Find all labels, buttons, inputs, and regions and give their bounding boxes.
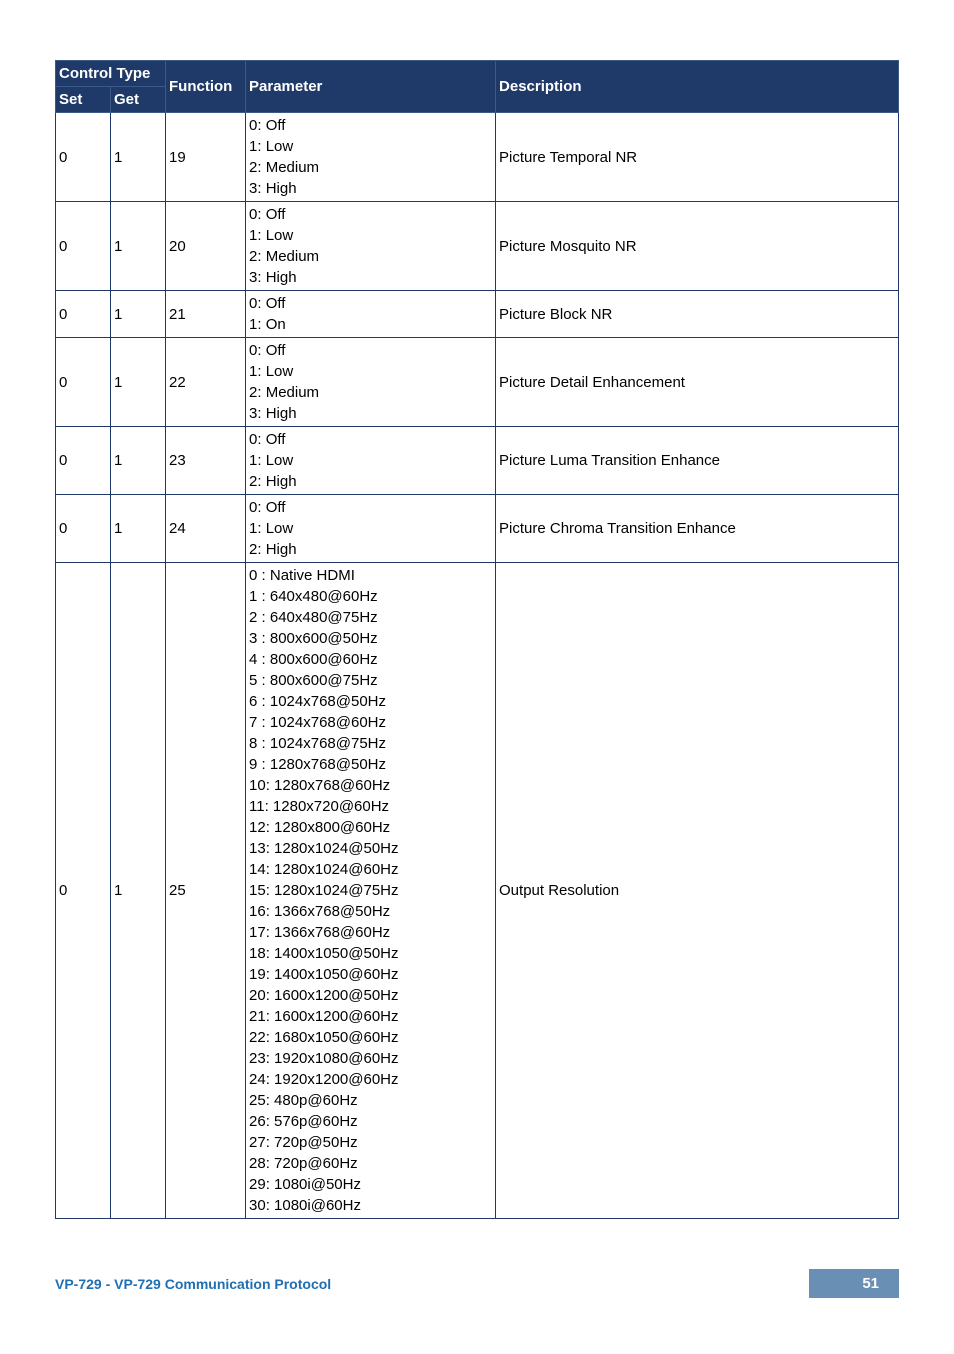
cell-get: 1 [111, 202, 166, 291]
cell-parameter: 0: Off 1: Low 2: Medium 3: High [246, 202, 496, 291]
cell-function: 19 [166, 113, 246, 202]
cell-function: 24 [166, 495, 246, 563]
cell-get: 1 [111, 338, 166, 427]
cell-function: 22 [166, 338, 246, 427]
header-description: Description [496, 61, 899, 113]
cell-set: 0 [56, 563, 111, 1219]
cell-get: 1 [111, 113, 166, 202]
table-row: 01190: Off 1: Low 2: Medium 3: HighPictu… [56, 113, 899, 202]
header-parameter: Parameter [246, 61, 496, 113]
cell-parameter: 0: Off 1: Low 2: High [246, 495, 496, 563]
cell-set: 0 [56, 495, 111, 563]
cell-description: Picture Block NR [496, 291, 899, 338]
cell-function: 20 [166, 202, 246, 291]
footer-title: VP-729 - VP-729 Communication Protocol [55, 1276, 331, 1292]
table-row: 01250 : Native HDMI 1 : 640x480@60Hz 2 :… [56, 563, 899, 1219]
cell-parameter: 0: Off 1: Low 2: Medium 3: High [246, 113, 496, 202]
table-row: 01210: Off 1: OnPicture Block NR [56, 291, 899, 338]
cell-parameter: 0: Off 1: Low 2: Medium 3: High [246, 338, 496, 427]
table-row: 01230: Off 1: Low 2: HighPicture Luma Tr… [56, 427, 899, 495]
header-function: Function [166, 61, 246, 113]
cell-function: 23 [166, 427, 246, 495]
cell-set: 0 [56, 427, 111, 495]
cell-set: 0 [56, 113, 111, 202]
cell-description: Picture Luma Transition Enhance [496, 427, 899, 495]
page-footer: VP-729 - VP-729 Communication Protocol 5… [55, 1269, 899, 1298]
cell-parameter: 0: Off 1: On [246, 291, 496, 338]
cell-set: 0 [56, 291, 111, 338]
cell-parameter: 0 : Native HDMI 1 : 640x480@60Hz 2 : 640… [246, 563, 496, 1219]
table-row: 01240: Off 1: Low 2: HighPicture Chroma … [56, 495, 899, 563]
cell-get: 1 [111, 495, 166, 563]
cell-description: Picture Chroma Transition Enhance [496, 495, 899, 563]
cell-description: Picture Detail Enhancement [496, 338, 899, 427]
cell-set: 0 [56, 338, 111, 427]
cell-function: 25 [166, 563, 246, 1219]
header-set: Set [56, 87, 111, 113]
header-control-type: Control Type [56, 61, 166, 87]
cell-description: Output Resolution [496, 563, 899, 1219]
cell-get: 1 [111, 563, 166, 1219]
cell-description: Picture Mosquito NR [496, 202, 899, 291]
cell-get: 1 [111, 427, 166, 495]
cell-get: 1 [111, 291, 166, 338]
table-row: 01200: Off 1: Low 2: Medium 3: HighPictu… [56, 202, 899, 291]
table-row: 01220: Off 1: Low 2: Medium 3: HighPictu… [56, 338, 899, 427]
cell-parameter: 0: Off 1: Low 2: High [246, 427, 496, 495]
cell-function: 21 [166, 291, 246, 338]
protocol-table: Control Type Function Parameter Descript… [55, 60, 899, 1219]
page-number: 51 [809, 1269, 899, 1298]
cell-description: Picture Temporal NR [496, 113, 899, 202]
cell-set: 0 [56, 202, 111, 291]
header-get: Get [111, 87, 166, 113]
